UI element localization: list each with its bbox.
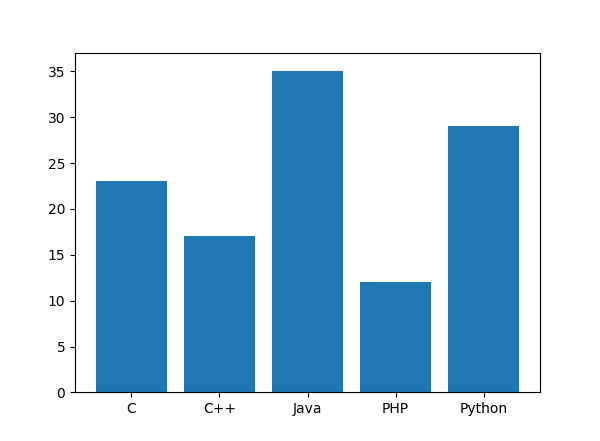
Bar: [96, 181, 167, 392]
Bar: [448, 126, 519, 392]
Bar: [184, 236, 254, 392]
Bar: [361, 282, 431, 392]
Bar: [272, 71, 343, 392]
